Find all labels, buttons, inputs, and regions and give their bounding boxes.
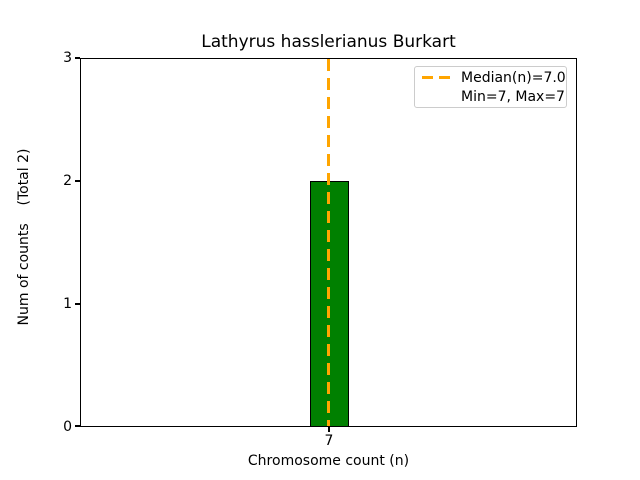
legend-row-median: Median(n)=7.0: [422, 69, 566, 87]
y-tick-mark-0: [75, 425, 80, 427]
legend-median-label: Median(n)=7.0: [461, 69, 566, 86]
legend: Median(n)=7.0 Min=7, Max=7: [414, 66, 567, 108]
y-axis-label: Num of counts (Total 2): [16, 148, 32, 326]
x-axis-label: Chromosome count (n): [247, 453, 410, 469]
y-tick-label-1: 1: [63, 296, 72, 312]
y-tick-label-2: 2: [63, 173, 72, 189]
legend-row-minmax: Min=7, Max=7: [422, 88, 565, 106]
median-dashed-line-handle: [422, 76, 452, 79]
y-tick-label-0: 0: [63, 419, 72, 435]
y-tick-mark-3: [75, 57, 80, 59]
plot-area: [80, 58, 577, 427]
y-tick-mark-1: [75, 303, 80, 305]
x-tick-label-7: 7: [324, 433, 334, 449]
median-line: [327, 59, 330, 426]
y-tick-mark-2: [75, 180, 80, 182]
x-tick-mark-7: [328, 427, 330, 432]
y-tick-label-3: 3: [63, 50, 72, 66]
legend-minmax-label: Min=7, Max=7: [461, 88, 565, 105]
legend-empty-handle: [422, 95, 452, 98]
chart-title: Lathyrus hasslerianus Burkart: [201, 32, 456, 52]
